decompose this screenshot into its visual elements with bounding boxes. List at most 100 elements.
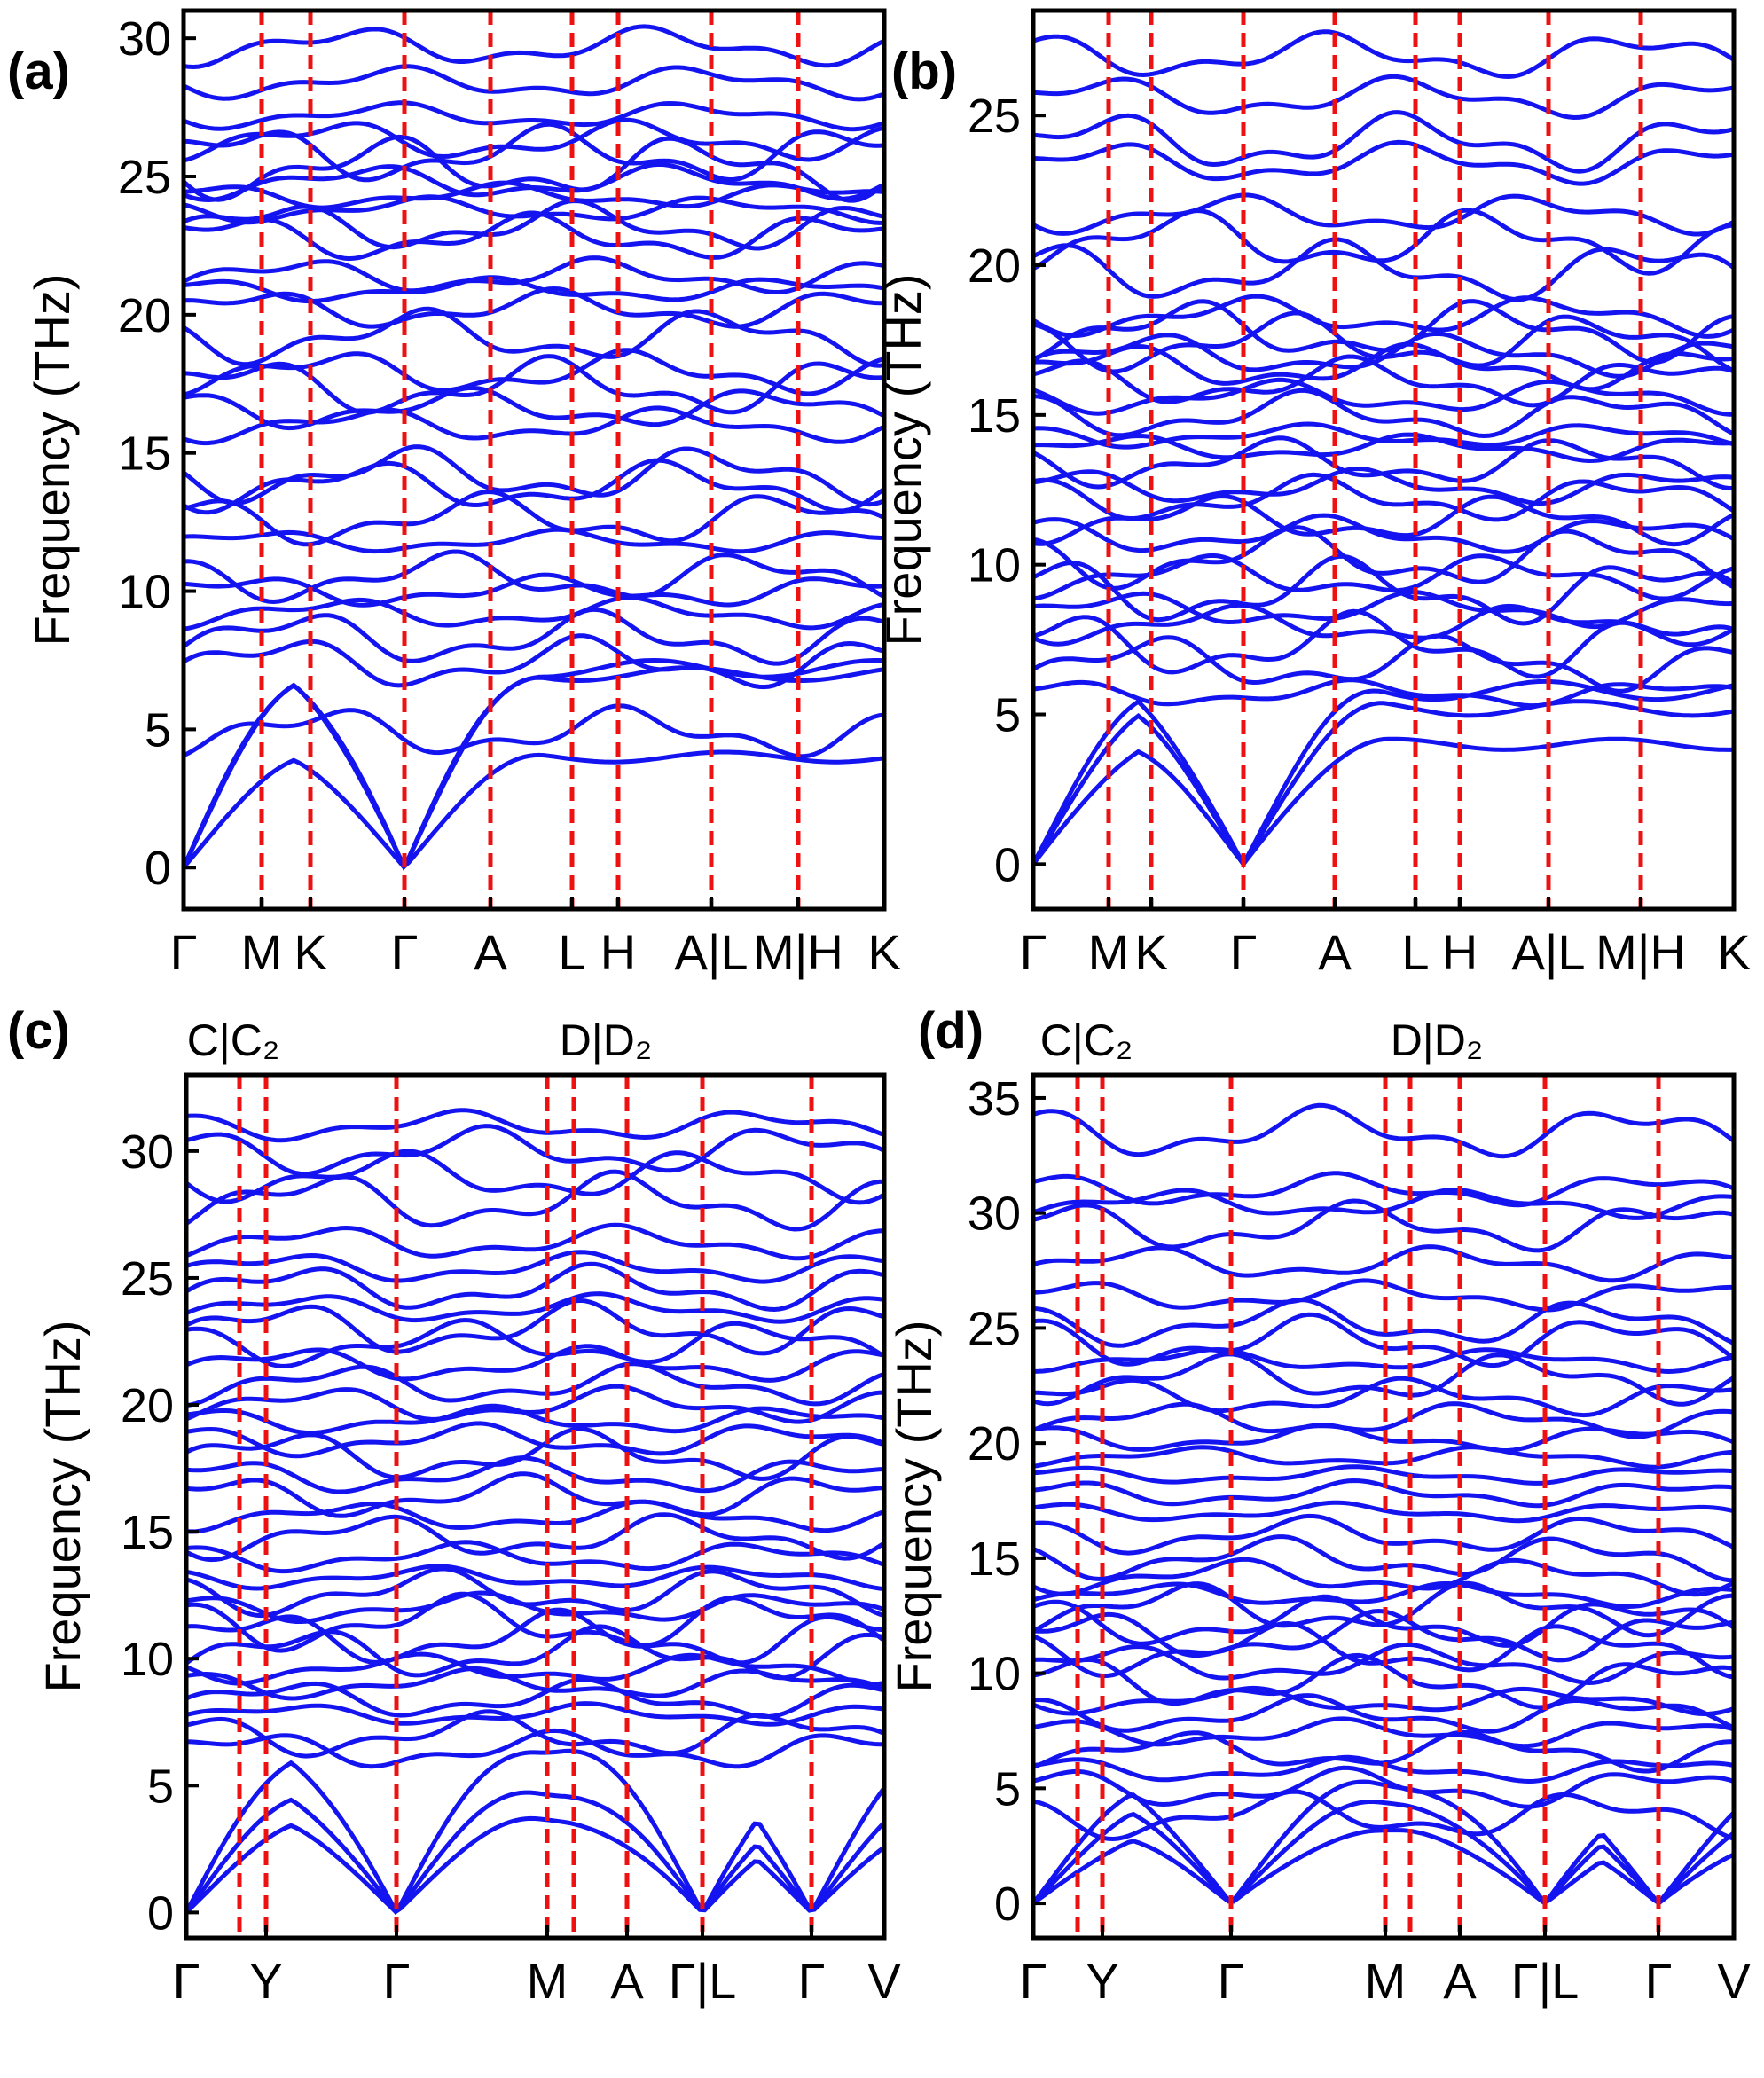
kpoint-label: M bbox=[1088, 924, 1130, 980]
kpoint-label: L bbox=[1401, 924, 1429, 980]
optical-band bbox=[1033, 192, 1734, 237]
panel-label: (b) bbox=[891, 43, 957, 100]
y-tick-label: 5 bbox=[145, 703, 171, 757]
y-tick-label: 15 bbox=[121, 1506, 174, 1559]
optical-band bbox=[186, 1108, 884, 1143]
kpoint-label: Γ|L bbox=[669, 1953, 737, 2009]
kpoint-label: A|L bbox=[674, 924, 748, 980]
plot-frame bbox=[181, 8, 887, 912]
optical-band bbox=[184, 444, 884, 507]
kpoint-label: M|H bbox=[1595, 924, 1686, 980]
kpoint-label: Γ bbox=[1020, 1953, 1047, 2009]
optical-band bbox=[184, 194, 884, 225]
y-axis-title: Frequency (THz) bbox=[24, 273, 80, 646]
kpoint-label: K bbox=[294, 924, 326, 980]
optical-band bbox=[184, 527, 884, 554]
optical-band bbox=[184, 24, 884, 70]
y-tick-label: 25 bbox=[968, 90, 1021, 143]
optical-band bbox=[1033, 1376, 1734, 1418]
optical-band bbox=[1033, 74, 1734, 121]
acoustic-band bbox=[184, 657, 884, 871]
kpoint-label: A bbox=[474, 924, 507, 980]
optical-band bbox=[186, 1426, 884, 1481]
optical-band bbox=[186, 1607, 884, 1666]
kpoint-label: H bbox=[600, 924, 636, 980]
band-lines bbox=[1033, 29, 1734, 869]
optical-band bbox=[1033, 1642, 1734, 1686]
optical-band bbox=[1033, 237, 1734, 302]
optical-band bbox=[1033, 1102, 1734, 1159]
optical-band bbox=[1033, 1789, 1734, 1842]
optical-band bbox=[186, 1222, 884, 1261]
kpoint-label: K bbox=[867, 924, 900, 980]
kpoint-label: M|H bbox=[753, 924, 843, 980]
plot-frame bbox=[184, 1072, 887, 1941]
optical-band bbox=[184, 117, 884, 163]
optical-band bbox=[184, 489, 884, 547]
optical-band bbox=[186, 1384, 884, 1424]
y-tick-label: 20 bbox=[968, 1417, 1021, 1470]
kpoint-label: Γ bbox=[1020, 924, 1047, 980]
optical-band bbox=[184, 607, 884, 666]
optical-band bbox=[186, 1566, 884, 1619]
kpoint-label: A|L bbox=[1511, 924, 1585, 980]
optical-band bbox=[186, 1471, 884, 1518]
optical-band bbox=[186, 1651, 884, 1687]
optical-band bbox=[186, 1291, 884, 1324]
y-tick-label: 5 bbox=[147, 1760, 174, 1813]
kpoint-label: M bbox=[527, 1953, 568, 2009]
optical-band bbox=[184, 100, 884, 132]
optical-band bbox=[184, 161, 884, 203]
top-kpoint-label: D|D₂ bbox=[560, 1015, 653, 1065]
optical-band bbox=[184, 703, 884, 759]
kpoint-label: M bbox=[241, 924, 283, 980]
top-kpoint-label: C|C₂ bbox=[187, 1015, 280, 1065]
kpoint-label: Γ bbox=[798, 1953, 826, 2009]
acoustic-band bbox=[184, 665, 884, 871]
optical-band bbox=[186, 1298, 884, 1356]
optical-band bbox=[186, 1701, 884, 1727]
optical-band bbox=[186, 1590, 884, 1624]
kpoint-label: Γ bbox=[1230, 924, 1258, 980]
optical-band bbox=[186, 1455, 884, 1494]
optical-band bbox=[186, 1421, 884, 1459]
optical-band bbox=[186, 1499, 884, 1534]
kpoint-label: K bbox=[1134, 924, 1167, 980]
kpoint-label: Γ bbox=[1645, 1953, 1673, 2009]
kpoint-label: Γ bbox=[170, 924, 198, 980]
kpoint-label: A bbox=[1318, 924, 1352, 980]
optical-band bbox=[1033, 472, 1734, 522]
kpoint-label: V bbox=[1717, 1953, 1751, 2009]
optical-band bbox=[184, 210, 884, 262]
optical-band bbox=[1033, 1580, 1734, 1638]
band-lines bbox=[186, 1108, 884, 1916]
y-tick-label: 30 bbox=[121, 1125, 174, 1179]
kpoint-label: Γ bbox=[383, 1953, 411, 2009]
acoustic-band bbox=[1033, 678, 1734, 869]
optical-band bbox=[186, 1317, 884, 1368]
optical-band bbox=[186, 1124, 884, 1177]
y-axis-title: Frequency (THz) bbox=[875, 273, 931, 646]
optical-band bbox=[1033, 1557, 1734, 1597]
optical-band bbox=[1033, 1298, 1734, 1348]
y-tick-label: 30 bbox=[968, 1188, 1021, 1241]
optical-band bbox=[1033, 1464, 1734, 1486]
optical-band bbox=[184, 458, 884, 515]
optical-band bbox=[184, 405, 884, 446]
y-tick-label: 15 bbox=[118, 427, 171, 481]
optical-band bbox=[184, 275, 884, 304]
optical-band bbox=[184, 122, 884, 183]
kpoint-label: V bbox=[867, 1953, 901, 2009]
kpoint-label: Y bbox=[1086, 1953, 1118, 2009]
acoustic-band bbox=[186, 1748, 884, 1916]
kpoint-label: L bbox=[558, 924, 585, 980]
y-tick-label: 25 bbox=[118, 151, 171, 204]
optical-band bbox=[1033, 294, 1734, 339]
panel-label: (a) bbox=[7, 43, 70, 100]
optical-band bbox=[186, 1624, 884, 1681]
